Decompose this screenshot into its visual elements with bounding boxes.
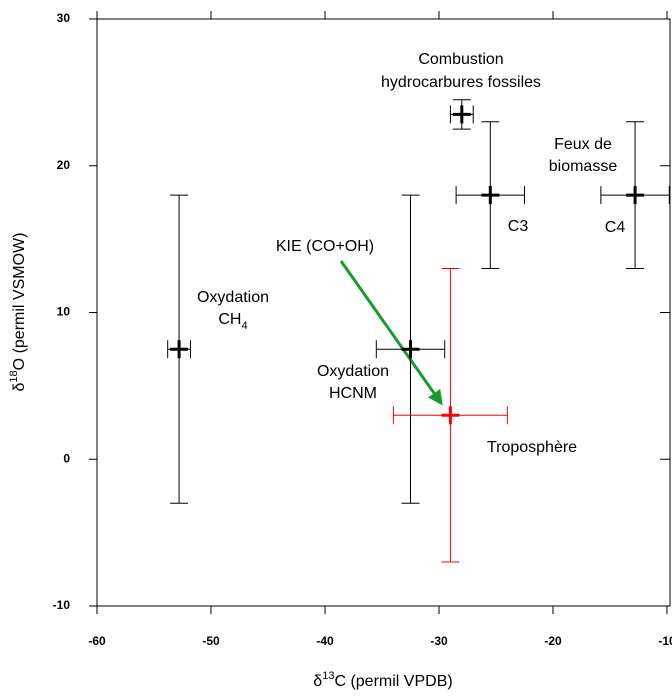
y-tick-label: 20	[57, 158, 71, 172]
y-tick-label: 0	[63, 451, 70, 465]
point-label: hydrocarbures fossiles	[381, 74, 541, 91]
x-tick-label: -60	[88, 634, 106, 648]
point-label: Oxydation	[197, 289, 269, 306]
x-tick-label: -50	[202, 634, 220, 648]
x-tick-label: -30	[430, 634, 448, 648]
y-axis-label-part: δ	[11, 382, 28, 391]
x-axis-label-part: C (permil VPDB)	[334, 673, 452, 690]
x-axis-label-sup: 13	[322, 670, 334, 682]
annotation: KIE (CO+OH)	[276, 238, 374, 255]
y-axis-label: δ18O (permil VSMOW)	[8, 233, 28, 392]
annotation: Feux de	[554, 136, 612, 153]
point-label: HCNM	[329, 385, 377, 402]
point-label-sub: 4	[241, 320, 247, 332]
x-axis-label: δ13C (permil VPDB)	[313, 670, 452, 690]
kie-arrow	[339, 260, 443, 406]
y-tick-label: -10	[53, 598, 71, 612]
y-tick-label: 10	[57, 305, 71, 319]
point-label: C4	[605, 219, 626, 236]
point-label: Combustion	[418, 51, 503, 68]
point-label: Troposphère	[487, 439, 577, 456]
annotation: biomasse	[549, 158, 618, 175]
plot-frame	[96, 18, 671, 607]
point-label-part: CH	[218, 311, 241, 328]
x-tick-label: -10	[658, 634, 672, 648]
x-tick-label: -20	[544, 634, 562, 648]
y-tick-label: 30	[57, 11, 71, 25]
point-label: CH4	[218, 311, 247, 332]
point-label: Oxydation	[317, 363, 389, 380]
y-axis-label-sup: 18	[8, 370, 20, 382]
point-label: C3	[508, 218, 529, 235]
x-axis-label-part: δ	[313, 673, 322, 690]
y-axis-label-part: O (permil VSMOW)	[11, 233, 28, 371]
x-tick-label: -40	[316, 634, 334, 648]
